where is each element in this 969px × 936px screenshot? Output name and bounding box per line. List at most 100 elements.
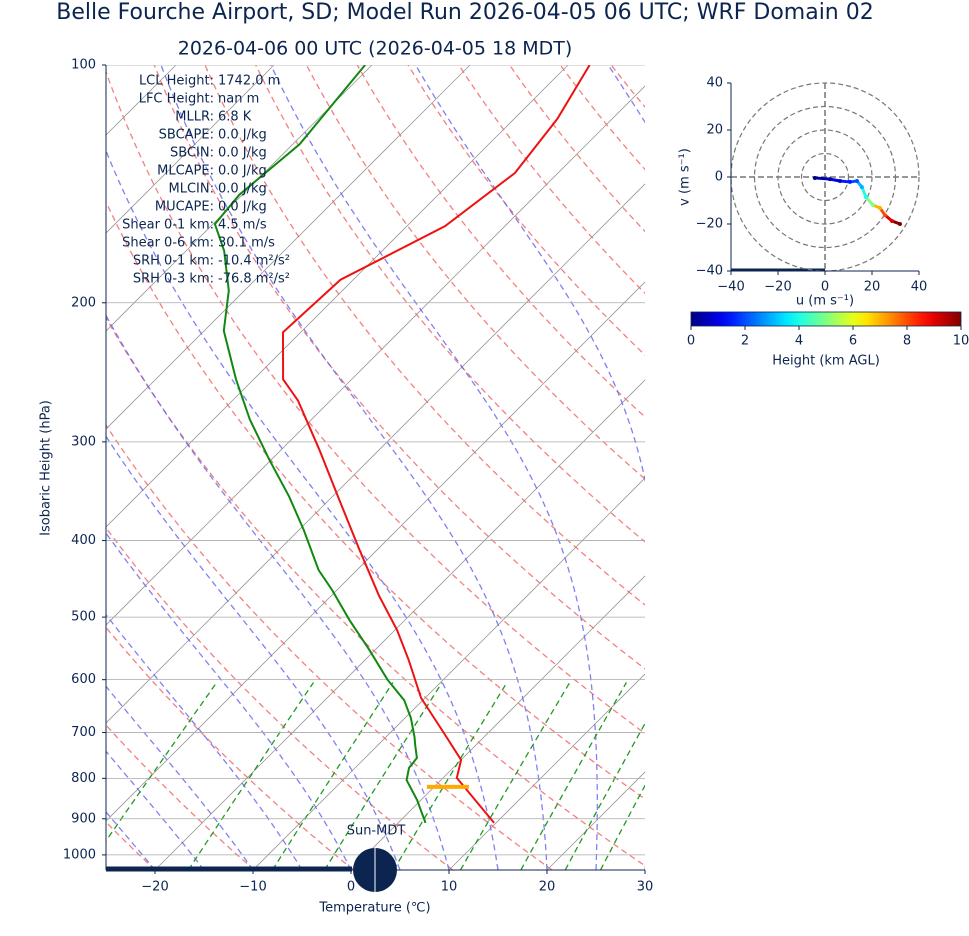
hodo-point [877,206,882,211]
dry-adiabat [106,526,454,870]
hodo-point [889,218,894,223]
y-tick-label: 1000 [63,847,96,862]
moist-adiabat [106,750,205,870]
hodo-point [863,194,868,199]
dry-adiabat [509,65,645,233]
profile-line [281,65,591,824]
mixing-ratio [106,682,218,843]
colorbar-tick-label: 2 [741,334,749,349]
mixing-ratio [564,722,645,870]
isotherm [106,65,177,136]
y-tick-label: 500 [71,610,96,625]
mixing-ratio [271,682,394,870]
dry-adiabat [106,724,255,870]
index-label: MLCIN: [169,182,214,197]
dry-adiabat [713,65,969,870]
isotherm [106,281,645,822]
index-label: MLLR: [175,110,214,125]
dry-adiabat [255,65,645,543]
hodo-point [859,185,864,190]
y-tick-label: 300 [71,434,96,449]
x-tick-label: 0 [347,880,355,895]
y-tick-label: 800 [71,771,96,786]
dry-adiabat [662,65,969,870]
isotherm [350,575,645,870]
dry-adiabat [356,65,645,418]
isotherm [546,771,645,870]
y-tick-label: 20 [706,123,723,138]
index-value: -76.8 m²/s² [218,272,290,287]
index-label: Shear 0-6 km: [122,236,214,251]
y-label: Isobaric Height (hPa) [39,400,54,536]
hodo-point [847,179,852,184]
isotherm [448,673,645,870]
x-tick-label: −20 [764,280,791,295]
dry-adiabat [106,424,553,870]
x-tick-label: −40 [717,280,744,295]
x-tick-label: 0 [821,280,829,295]
hodo-point [854,178,859,183]
hodo-segment [814,176,831,181]
index-value: 0.0 J/kg [218,200,267,215]
subtitle: 2026-04-06 00 UTC (2026-04-05 18 MDT) [178,38,573,60]
moist-adiabat [106,435,401,870]
isotherm [106,85,645,626]
x-label: Temperature (℃) [318,901,430,916]
y-tick-label: 0 [715,170,723,185]
hodo-point [812,175,817,180]
index-value: 0.0 J/kg [218,128,267,143]
colorbar [690,311,962,327]
dry-adiabat [865,65,969,870]
x-tick-label: −10 [239,880,266,895]
moist-adiabat [106,314,450,870]
isotherm [743,65,969,870]
index-label: SRH 0-3 km: [133,272,214,287]
index-value: -10.4 m²/s² [218,254,290,269]
hodo-x-label: u (m s⁻¹) [796,294,854,309]
dry-adiabat [204,65,645,606]
index-label: MUCAPE: [155,200,214,215]
isotherm [252,477,645,870]
moist-adiabat [607,65,645,124]
sun-label: Sun-MDT [347,824,406,839]
dry-adiabat [814,65,969,870]
isotherm [106,183,645,724]
index-label: SBCIN: [170,146,214,161]
index-label: MLCAPE: [157,164,214,179]
y-tick-label: 400 [71,533,96,548]
isotherm [644,869,645,870]
x-tick-label: 30 [637,880,654,895]
colorbar-tick-label: 6 [849,334,857,349]
dry-adiabat [106,70,645,735]
mixing-ratio [393,682,508,870]
hodo-point [897,222,902,226]
colorbar-tick-label: 0 [687,334,695,349]
dry-adiabat [305,65,645,480]
index-label: LCL Height: [139,74,214,89]
dry-adiabat [106,821,156,870]
index-value: nan m [218,92,259,107]
dry-adiabat [106,200,645,800]
hodo-point [870,202,875,207]
dry-adiabat [458,65,645,295]
x-tick-label: 20 [539,880,556,895]
index-label: Shear 0-1 km: [122,218,214,233]
y-tick-label: 200 [71,295,96,310]
isotherm [106,65,373,332]
index-value: 0.0 J/kg [218,146,267,161]
hodo-point [838,178,843,183]
hodo-point [827,177,832,182]
mixing-ratio [187,682,315,870]
dry-adiabat [106,316,645,867]
y-tick-label: −20 [696,217,723,232]
x-tick-label: 10 [441,880,458,895]
x-tick-label: 20 [864,280,881,295]
axes: Sun-MDT Temperature (℃) Isobaric Height … [39,58,969,916]
x-tick-label: −20 [141,880,168,895]
isotherm [106,65,471,430]
dry-adiabat [610,65,645,108]
index-value: 0.0 J/kg [218,182,267,197]
y-tick-label: 900 [71,811,96,826]
moist-adiabat [106,532,352,870]
isotherm [154,379,645,870]
